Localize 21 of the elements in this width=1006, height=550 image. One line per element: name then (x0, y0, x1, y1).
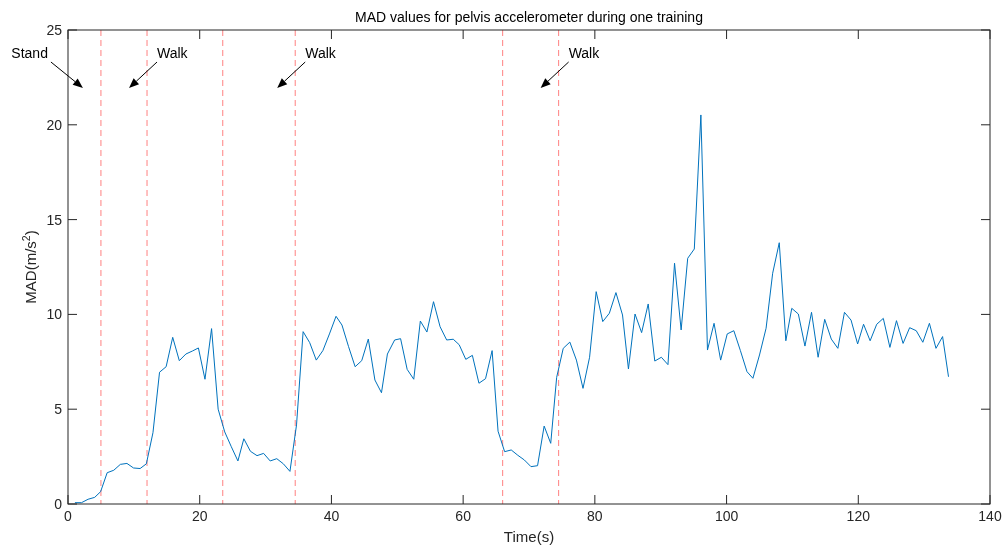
annotation: Walk (568, 45, 601, 61)
y-tick-label: 10 (46, 306, 63, 323)
y-tick-label: 5 (54, 401, 63, 418)
y-tick-label: 15 (46, 211, 63, 228)
annotation: Walk (305, 45, 337, 61)
text: Stand (11, 45, 48, 61)
x-tick-label: 80 (587, 508, 603, 524)
y-tick-label: 0 (54, 496, 63, 512)
x-tick-label: 100 (714, 508, 739, 524)
y-tick-label: 25 (46, 22, 63, 38)
x-tick-label: 0 (64, 508, 73, 524)
y-tick-label: 20 (46, 116, 63, 133)
x-tick-label: 40 (323, 508, 340, 524)
x-tick-label: 120 (846, 508, 871, 524)
x-tick-label: 60 (455, 508, 472, 524)
chart-title: MAD values for pelvis accelerometer during one training (355, 9, 703, 25)
line-series (74, 114, 950, 504)
x-tick-label: 140 (978, 508, 1002, 524)
x-axis-title: Time(s) (503, 528, 555, 545)
annotation: Walk (157, 45, 189, 61)
x-tick-label: 20 (191, 508, 208, 524)
